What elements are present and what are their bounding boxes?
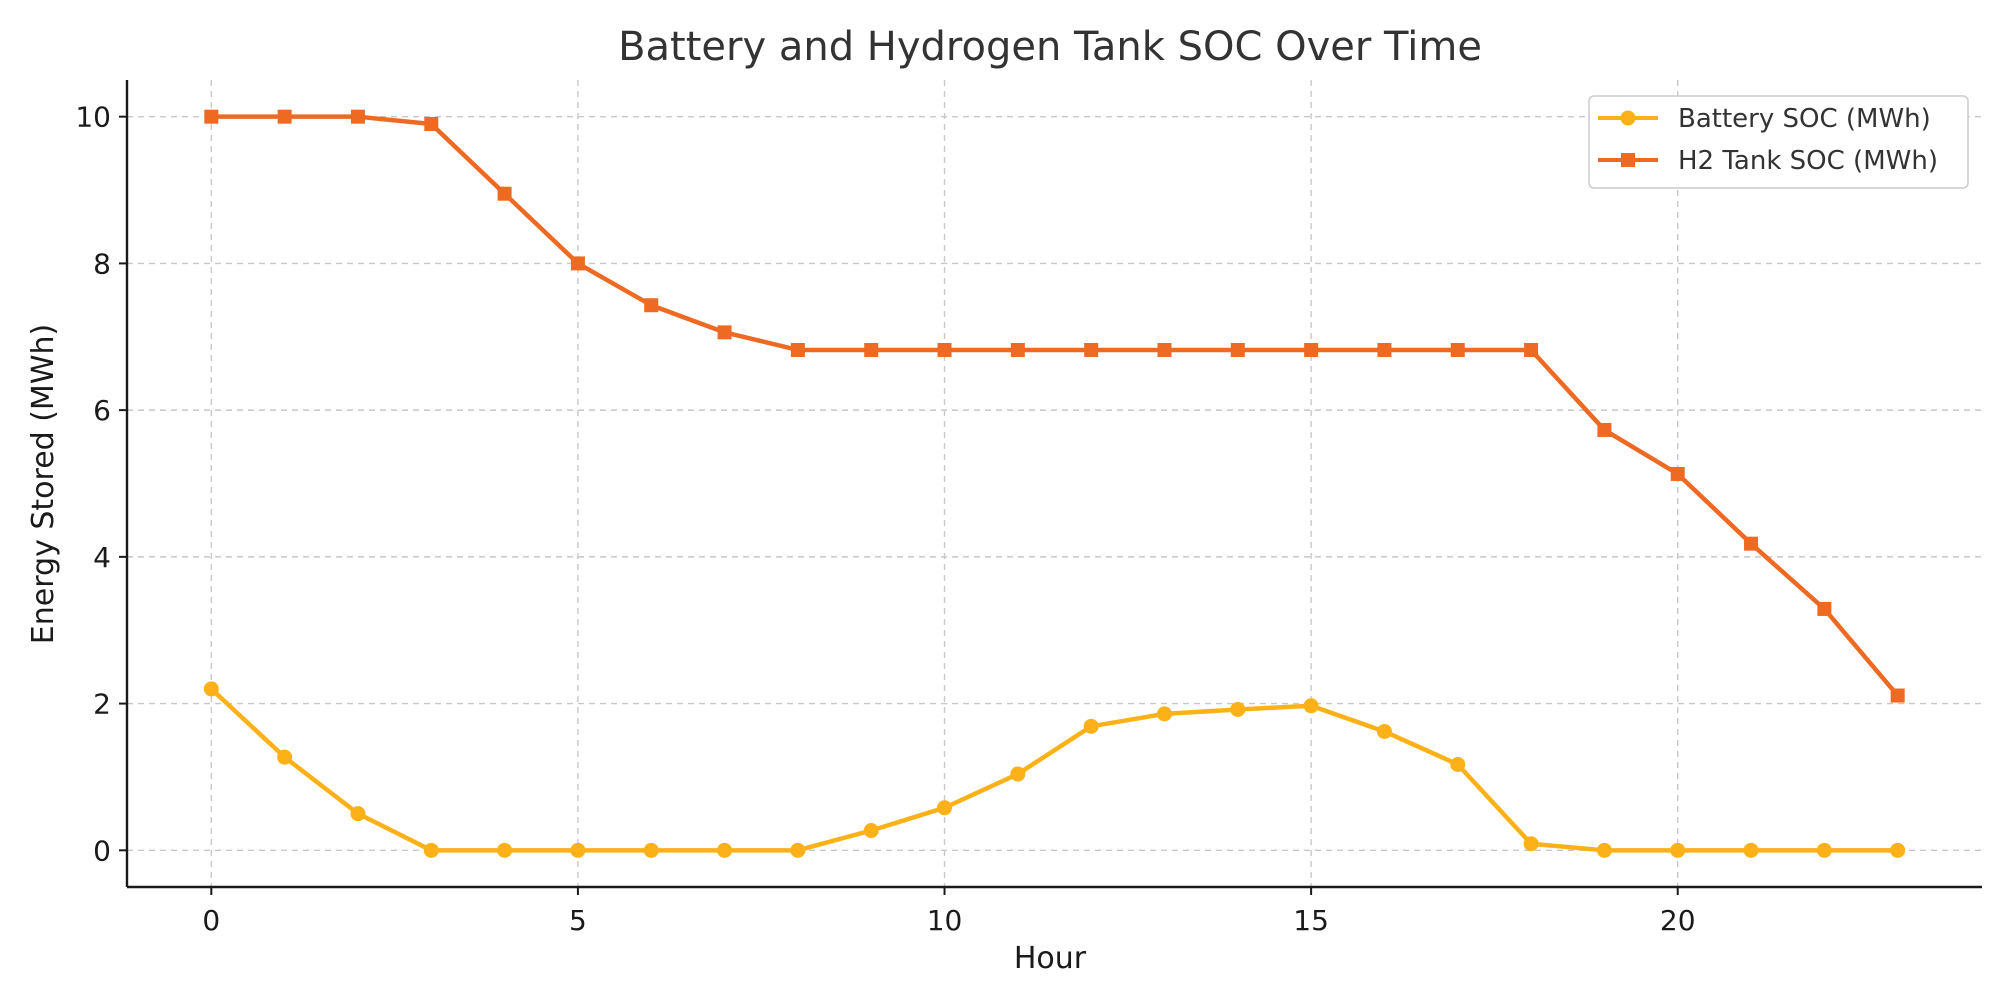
data-point-h2 [1817, 601, 1832, 616]
data-point-battery [1450, 756, 1466, 772]
axes: 0 5 10 15 20 0 2 4 6 8 10 [75, 80, 1982, 937]
data-point-battery [790, 842, 806, 858]
data-point-h2 [937, 342, 952, 357]
legend-battery-label: Battery SOC (MWh) [1678, 104, 1931, 134]
data-point-battery [423, 842, 439, 858]
data-point-battery [1083, 718, 1099, 734]
x-axis-label: Hour [1014, 941, 1087, 976]
x-tick-label: 10 [927, 904, 963, 937]
data-point-h2 [1597, 422, 1612, 437]
data-point-h2 [1744, 536, 1759, 551]
data-point-h2 [1670, 466, 1685, 481]
data-point-battery [1670, 842, 1686, 858]
grid [127, 80, 1982, 887]
data-point-battery [643, 842, 659, 858]
data-point-h2 [497, 186, 512, 201]
y-tick-label: 10 [75, 101, 111, 134]
data-point-h2 [1010, 342, 1025, 357]
legend-h2-marker [1621, 153, 1635, 167]
data-point-h2 [570, 256, 585, 271]
data-point-h2 [277, 109, 292, 124]
x-tick-label: 20 [1660, 904, 1696, 937]
data-point-battery [350, 806, 366, 822]
chart-title: Battery and Hydrogen Tank SOC Over Time [618, 24, 1482, 70]
y-tick-label: 0 [93, 834, 111, 867]
data-point-h2 [1524, 342, 1539, 357]
data-point-battery [1010, 766, 1026, 782]
data-point-battery [1376, 723, 1392, 739]
data-point-h2 [1084, 342, 1099, 357]
x-tick-label: 5 [569, 904, 587, 937]
y-tick-label: 8 [93, 247, 111, 280]
legend-battery-marker [1620, 110, 1636, 126]
data-point-battery [1596, 842, 1612, 858]
data-point-battery [717, 842, 733, 858]
data-point-h2 [1450, 342, 1465, 357]
data-point-battery [570, 842, 586, 858]
x-tick-label: 0 [202, 904, 220, 937]
legend-h2-label: H2 Tank SOC (MWh) [1678, 146, 1938, 176]
data-point-h2 [1890, 688, 1905, 703]
data-point-battery [1156, 706, 1172, 722]
series-line-0 [209, 686, 1900, 853]
y-tick-label: 6 [93, 394, 111, 427]
data-point-h2 [424, 117, 439, 132]
series-line-1 [209, 114, 1900, 698]
data-point-battery [277, 749, 293, 765]
data-point-h2 [644, 298, 659, 313]
y-tick-label: 2 [93, 688, 111, 721]
data-point-battery [1523, 836, 1539, 852]
x-tick-label: 15 [1293, 904, 1329, 937]
data-point-h2 [1157, 342, 1172, 357]
data-point-battery [863, 823, 879, 839]
legend-frame [1588, 95, 1969, 189]
data-point-battery [1743, 842, 1759, 858]
data-point-battery [203, 681, 219, 697]
data-point-h2 [790, 342, 805, 357]
data-point-battery [1816, 842, 1832, 858]
y-tick-label: 4 [93, 541, 111, 574]
data-point-battery [937, 800, 953, 816]
data-point-h2 [1304, 342, 1319, 357]
data-point-battery [1890, 842, 1906, 858]
data-point-h2 [1230, 342, 1245, 357]
data-point-h2 [717, 325, 732, 340]
data-point-h2 [350, 109, 365, 124]
legend: Battery SOC (MWh) H2 Tank SOC (MWh) [1588, 95, 1969, 189]
data-point-battery [497, 842, 513, 858]
data-point-h2 [204, 109, 219, 124]
data-point-h2 [864, 342, 879, 357]
data-point-battery [1303, 698, 1319, 714]
series-group [203, 109, 1906, 858]
data-point-h2 [1377, 342, 1392, 357]
y-axis-label: Energy Stored (MWh) [26, 324, 61, 644]
data-point-battery [1230, 701, 1246, 717]
